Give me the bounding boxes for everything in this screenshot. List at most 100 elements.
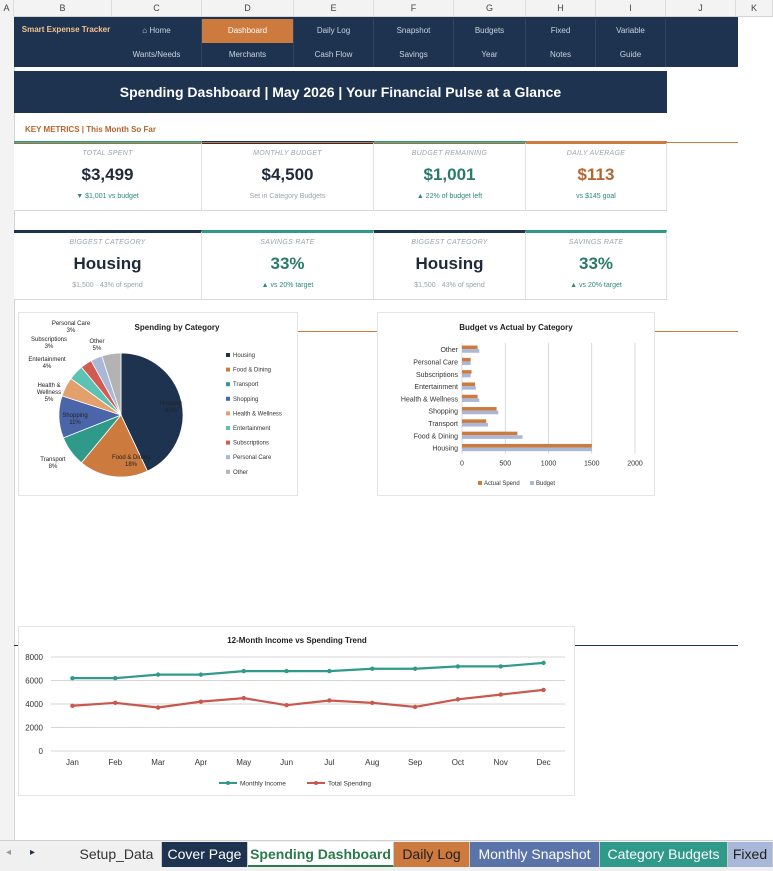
bar-budget — [462, 373, 471, 378]
kpi-value: 33% — [578, 254, 614, 273]
kpi-row1-card: MONTHLY BUDGET $4,500 Set in Category Budg… — [202, 141, 374, 211]
column-header-g[interactable]: G — [454, 0, 526, 16]
kpi-subtext: ▲ vs 20% target — [261, 282, 314, 289]
data-point — [327, 668, 332, 674]
legend-swatch — [530, 481, 534, 485]
bar-budget — [462, 447, 592, 452]
pie-slice-label: Shopping 11% — [62, 413, 87, 426]
y-tick-label: 8000 — [25, 653, 43, 662]
bar-budget — [462, 361, 471, 366]
column-header-b[interactable]: B — [14, 0, 112, 16]
legend-swatch — [226, 440, 230, 445]
nav-link-guide[interactable]: Guide — [596, 43, 666, 67]
data-point — [370, 700, 375, 706]
sheet-tab-cover-page[interactable]: Cover Page — [162, 842, 248, 867]
pie-chart-container[interactable]: Spending by Category Housing 43% Food & Din… — [18, 312, 298, 496]
bar-budget — [462, 435, 523, 439]
nav-link-fixed[interactable]: Fixed — [526, 19, 596, 43]
bar-actual-spend — [462, 345, 478, 350]
kpi-row2-card: SAVINGS RATE 33% ▲ vs 20% target — [202, 230, 374, 300]
bar-chart: Budget vs Actual by Category 0 500 1000 1500… — [401, 323, 643, 487]
sheet-tab-category-budgets[interactable]: Category Budgets — [600, 842, 728, 867]
scroll-right-arrow[interactable]: ▸ — [30, 847, 36, 858]
y-tick-label: Subscriptions — [416, 372, 459, 379]
data-point — [113, 675, 118, 681]
data-point — [284, 668, 289, 674]
section-divider — [14, 142, 738, 143]
y-tick-label: 4000 — [25, 700, 43, 709]
sheet-tab-daily-log[interactable]: Daily Log — [394, 842, 470, 867]
bar-budget — [462, 349, 480, 353]
nav-link-budgets[interactable]: Budgets — [454, 19, 526, 43]
column-header-d[interactable]: D — [202, 0, 294, 16]
x-tick-label: Feb — [108, 758, 122, 767]
bar-actual-spend — [462, 370, 472, 374]
nav-link-year[interactable]: Year — [454, 43, 526, 67]
nav-link-savings[interactable]: Savings — [374, 43, 454, 67]
column-header-e[interactable]: E — [294, 0, 374, 16]
kpi-subtext: Set in Category Budgets — [249, 193, 326, 200]
x-tick-label: Aug — [365, 758, 379, 767]
bar-chart-container[interactable]: Budget vs Actual by Category 0 500 1000 1500… — [377, 312, 655, 496]
x-tick-label: Mar — [151, 758, 165, 767]
x-tick-label: 500 — [499, 461, 511, 468]
x-tick-label: Dec — [536, 758, 550, 767]
sheet-tab-monthly-snapshot[interactable]: Monthly Snapshot — [470, 842, 600, 867]
nav-link-wantsneeds[interactable]: Wants/Needs — [112, 43, 202, 67]
sheet-tab-spending-dashboard[interactable]: Spending Dashboard — [248, 842, 394, 867]
kpi-subtext: $1,500 · 43% of spend — [414, 282, 485, 289]
bar-actual-spend — [462, 382, 475, 387]
legend-swatch — [226, 455, 230, 460]
scroll-left-arrow[interactable]: ◂ — [6, 847, 12, 858]
kpi-label: BIGGEST CATEGORY — [69, 239, 146, 246]
data-point — [541, 660, 546, 666]
y-tick-label: Other — [440, 347, 458, 354]
data-point — [370, 666, 375, 671]
legend-entry: Subscriptions — [233, 441, 269, 447]
legend-swatch — [226, 396, 230, 401]
column-header-h[interactable]: H — [526, 0, 596, 16]
legend-swatch — [226, 469, 230, 474]
y-tick-label: Personal Care — [413, 359, 458, 366]
line-chart-container[interactable]: 12-Month Income vs Spending Trend 0 2000 40… — [18, 626, 575, 796]
column-header-a[interactable]: A — [0, 0, 14, 16]
legend-entry: Other — [233, 470, 248, 476]
nav-link-variable[interactable]: Variable — [596, 19, 666, 43]
pie-slice-label: Other 5% — [89, 339, 104, 352]
kpi-row2-card: BIGGEST CATEGORY Housing $1,500 · 43% of s… — [374, 230, 526, 300]
legend-entry: Entertainment — [233, 426, 271, 432]
column-header-i[interactable]: I — [596, 0, 666, 16]
data-point — [412, 704, 418, 710]
legend-swatch — [226, 367, 230, 372]
legend-swatch — [226, 426, 230, 430]
legend-entry: Budget — [536, 481, 555, 487]
series-line-total-spending — [72, 688, 544, 709]
nav-link-notes[interactable]: Notes — [526, 43, 596, 67]
sheet-tab-setup-data[interactable]: Setup_Data — [72, 842, 162, 867]
column-header-c[interactable]: C — [112, 0, 202, 16]
legend-swatch — [226, 382, 230, 387]
kpi-row1-card: TOTAL SPENT $3,499 ▼ $1,001 vs budget — [14, 141, 202, 211]
data-point — [70, 703, 75, 708]
nav-link-cashflow[interactable]: Cash Flow — [294, 43, 374, 67]
column-header-f[interactable]: F — [374, 0, 454, 16]
nav-link-home[interactable]: ⌂ Home — [112, 19, 202, 43]
data-point — [455, 664, 461, 669]
kpi-label: SAVINGS RATE — [260, 239, 315, 246]
data-point — [455, 697, 461, 702]
sheet-tab-fixed[interactable]: Fixed — [728, 842, 773, 867]
kpi-value: $3,499 — [81, 165, 134, 184]
column-header-j[interactable]: J — [666, 0, 736, 16]
nav-link-snapshot[interactable]: Snapshot — [374, 19, 454, 43]
nav-link-dashboard[interactable]: Dashboard — [202, 19, 294, 43]
kpi-subtext: ▲ 22% of budget left — [416, 193, 483, 200]
data-point — [113, 700, 118, 706]
nav-link-dailylog[interactable]: Daily Log — [294, 19, 374, 43]
x-tick-label: Jul — [324, 758, 334, 767]
kpi-label: SAVINGS RATE — [568, 239, 624, 246]
kpi-row2-card: SAVINGS RATE 33% ▲ vs 20% target — [526, 230, 667, 300]
nav-link-merchants[interactable]: Merchants — [202, 43, 294, 67]
column-header-k[interactable]: K — [736, 0, 773, 16]
legend-entry: Total Spending — [328, 781, 371, 788]
